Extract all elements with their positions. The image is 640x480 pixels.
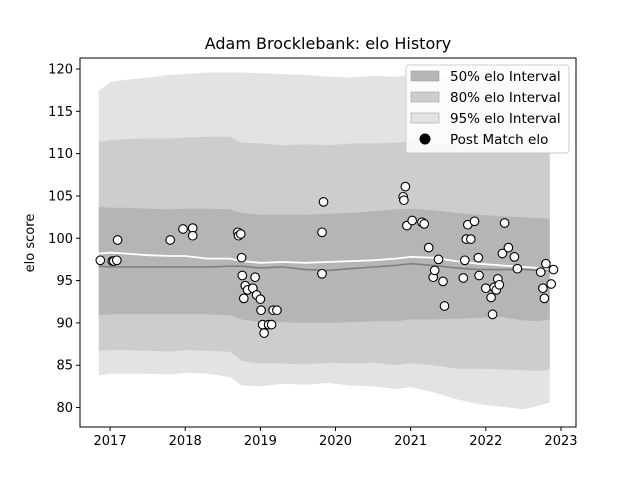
- data-point: [237, 270, 248, 281]
- x-tick-label: 2020: [319, 434, 352, 449]
- y-tick-label: 85: [56, 359, 73, 374]
- y-tick-label: 80: [56, 401, 73, 416]
- y-tick-label: 105: [48, 189, 73, 204]
- legend-swatch: [410, 91, 440, 103]
- data-point: [433, 254, 444, 265]
- data-point: [317, 268, 327, 279]
- x-tick-label: 2018: [169, 434, 202, 449]
- data-point: [255, 294, 266, 305]
- legend-label: Post Match elo: [450, 132, 548, 148]
- band-50-interval: [98, 207, 550, 323]
- legend-label: 95% elo Interval: [450, 111, 561, 127]
- data-point: [429, 265, 440, 276]
- data-point: [497, 248, 508, 259]
- data-point: [474, 270, 484, 281]
- data-point: [95, 255, 106, 266]
- legend: 50% elo Interval 80% elo Interval 95% elo …: [405, 64, 570, 154]
- chart-title: Adam Brocklebank: elo History: [205, 34, 452, 53]
- x-tick-label: 2021: [394, 434, 427, 449]
- data-point: [250, 272, 260, 283]
- data-point: [458, 273, 469, 283]
- data-point: [419, 219, 430, 229]
- legend-label: 50% elo Interval: [450, 69, 561, 85]
- data-point: [238, 293, 249, 304]
- data-point: [259, 328, 269, 338]
- y-axis: 80 85 90 95 100 105 110 115 120: [48, 63, 80, 416]
- data-point: [318, 197, 329, 207]
- data-point: [541, 258, 551, 269]
- median-elo-line: [98, 262, 550, 272]
- x-tick-label: 2022: [469, 434, 502, 449]
- data-point: [266, 319, 277, 330]
- data-point: [112, 235, 123, 245]
- data-point: [469, 216, 480, 227]
- data-point: [165, 235, 176, 245]
- data-point: [546, 279, 557, 289]
- x-tick-label: 2019: [244, 434, 277, 449]
- x-tick-label: 2017: [94, 434, 127, 449]
- y-tick-label: 120: [48, 63, 73, 78]
- x-tick-label: 2023: [544, 434, 577, 449]
- axes-frame: [79, 57, 577, 428]
- data-point: [539, 293, 550, 304]
- data-point: [407, 215, 418, 226]
- data-point: [236, 252, 247, 263]
- data-point: [548, 264, 559, 275]
- legend-marker: [419, 133, 431, 145]
- legend-label: 80% elo Interval: [450, 90, 561, 106]
- plot-area: [95, 72, 559, 410]
- data-point: [512, 263, 523, 274]
- data-point: [256, 305, 266, 316]
- data-point: [503, 242, 514, 253]
- data-point: [480, 283, 491, 294]
- data-point: [473, 252, 484, 263]
- y-tick-label: 100: [48, 232, 73, 247]
- data-point: [317, 227, 327, 238]
- data-point: [400, 181, 411, 192]
- x-axis: 2017 2018 2019 2020 2021 2022 2023: [94, 427, 578, 449]
- data-point: [538, 283, 548, 294]
- data-point: [111, 255, 122, 266]
- data-point: [494, 279, 505, 290]
- data-point: [499, 218, 510, 228]
- y-tick-label: 110: [48, 147, 73, 162]
- data-point: [459, 255, 470, 266]
- post-match-elo-points: [95, 181, 559, 338]
- data-point: [187, 230, 198, 241]
- legend-swatch: [410, 70, 440, 82]
- data-point: [465, 234, 476, 244]
- y-tick-label: 95: [56, 274, 73, 289]
- data-point: [178, 224, 188, 234]
- data-point: [423, 242, 434, 253]
- y-tick-label: 115: [48, 105, 73, 120]
- legend-box: [405, 64, 570, 154]
- data-point: [272, 305, 282, 316]
- data-point: [535, 267, 546, 277]
- data-point: [399, 195, 409, 206]
- y-axis-label: elo score: [23, 214, 38, 273]
- data-point: [487, 309, 498, 320]
- mean-elo-line: [98, 251, 550, 271]
- legend-swatch: [410, 112, 440, 124]
- data-point: [509, 252, 520, 262]
- data-point: [438, 276, 448, 287]
- data-point: [486, 292, 496, 303]
- data-point: [439, 301, 450, 311]
- data-point: [235, 229, 246, 239]
- y-tick-label: 90: [56, 316, 73, 331]
